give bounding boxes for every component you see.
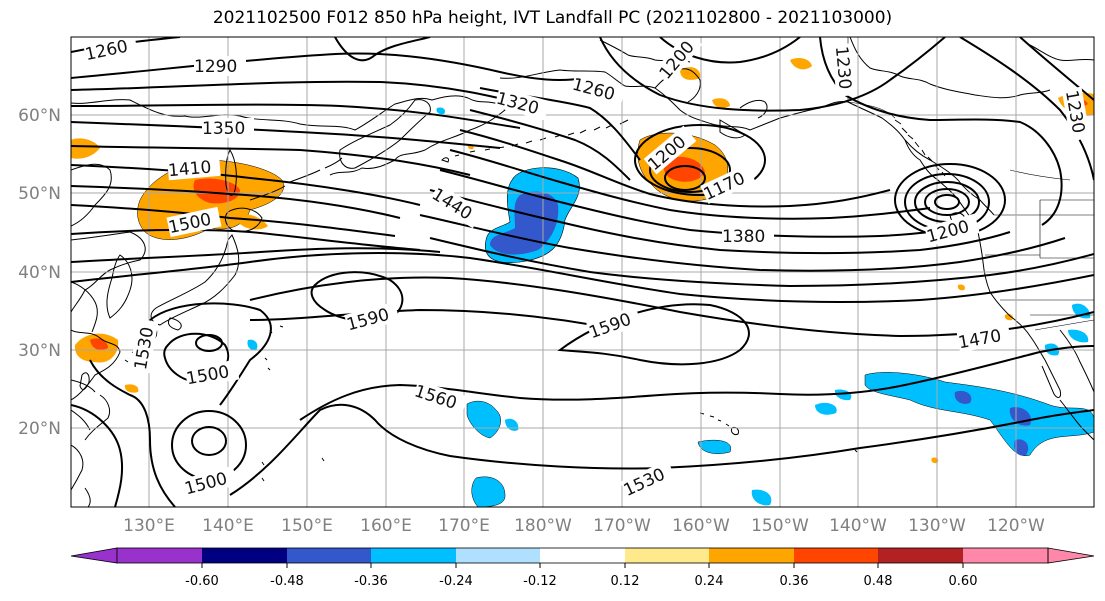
gridlines xyxy=(71,37,1094,507)
colorbar-segment xyxy=(371,548,456,563)
colorbar-tick-label: 0.12 xyxy=(611,574,640,589)
colorbar-tick-label: -0.60 xyxy=(185,574,219,589)
lon-label: 150°E xyxy=(281,516,333,536)
colorbar-segment xyxy=(117,548,202,563)
lon-label: 150°W xyxy=(751,516,809,536)
lat-label: 40°N xyxy=(18,263,61,283)
colorbar-segment xyxy=(456,548,540,563)
colorbar-segment xyxy=(625,548,709,563)
colorbar-segment xyxy=(794,548,878,563)
lat-label: 50°N xyxy=(18,184,61,204)
lon-label: 130°E xyxy=(123,516,175,536)
lon-label: 180°W xyxy=(514,516,572,536)
map-title: 2021102500 F012 850 hPa height, IVT Land… xyxy=(212,8,893,28)
contour-label: 1290 xyxy=(194,57,237,77)
lon-label: 130°W xyxy=(908,516,966,536)
lon-label: 120°W xyxy=(987,516,1045,536)
colorbar-tick-label: -0.24 xyxy=(439,574,473,589)
longitude-labels: 130°E 140°E 150°E 160°E 170°E 180°W 170°… xyxy=(123,516,1045,536)
lon-label: 160°E xyxy=(360,516,412,536)
lon-label: 170°W xyxy=(593,516,651,536)
colorbar-tick-label: 0.48 xyxy=(864,574,893,589)
lon-label: 160°W xyxy=(672,516,730,536)
colorbar-segment xyxy=(878,548,963,563)
lat-label: 30°N xyxy=(18,341,61,361)
colorbar-frame xyxy=(116,547,1049,564)
colorbar-tick-label: 0.36 xyxy=(780,574,809,589)
map-frame xyxy=(70,36,1095,508)
latitude-labels: 60°N 50°N 40°N 30°N 20°N xyxy=(18,106,61,439)
contour-label: 1410 xyxy=(167,158,212,182)
colorbar-segment xyxy=(709,548,794,563)
colorbar-min-extend xyxy=(70,547,118,564)
colorbar-tick-label: -0.12 xyxy=(523,574,557,589)
contour-label: 1230 xyxy=(831,45,855,90)
contour-label: 1350 xyxy=(202,119,245,139)
lon-label: 140°W xyxy=(829,516,887,536)
colorbar-tick-label: -0.48 xyxy=(270,574,304,589)
colorbar-segment xyxy=(202,548,287,563)
lon-label: 140°E xyxy=(202,516,254,536)
lon-label: 170°E xyxy=(438,516,490,536)
contour-label: 1380 xyxy=(722,227,765,247)
contour-labels: 1260 1290 1200 1230 1320 1350 1260 1230 … xyxy=(82,37,1091,501)
lat-label: 20°N xyxy=(18,419,61,439)
colorbar-tick-label: 0.60 xyxy=(949,574,978,589)
colorbar-segment xyxy=(287,548,371,563)
colorbar-max-extend xyxy=(1047,547,1095,564)
lat-label: 60°N xyxy=(18,106,61,126)
colorbar-segment xyxy=(963,548,1048,563)
colorbar-tick-label: -0.36 xyxy=(354,574,388,589)
colorbar-tick-label: 0.24 xyxy=(695,574,724,589)
colorbar-segment xyxy=(540,548,625,563)
colorbar: -0.60 -0.48 -0.36 -0.24 -0.12 0.12 0.24 … xyxy=(70,547,1095,589)
